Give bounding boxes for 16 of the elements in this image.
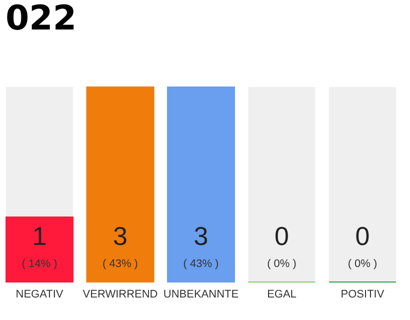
data-label: 3: [113, 221, 128, 251]
x-tick-label: VERWIRREND: [82, 288, 158, 300]
data-label: 3: [194, 221, 208, 251]
annotation: ( 0% ): [348, 258, 378, 270]
data-label: 0: [355, 221, 370, 251]
annotation: ( 14% ): [22, 258, 58, 270]
x-tick-label: POSITIV: [340, 288, 385, 300]
data-label: 1: [32, 221, 47, 251]
x-tick-label: NEGATIV: [16, 288, 64, 300]
annotation: ( 43% ): [183, 258, 219, 270]
x-tick-label: EGAL: [267, 288, 296, 300]
chart-title: 022: [6, 0, 76, 38]
data-label: 0: [274, 221, 289, 251]
annotation: ( 43% ): [102, 258, 138, 270]
annotation: ( 0% ): [267, 258, 296, 270]
x-tick-label: UNBEKANNTE: [163, 288, 239, 300]
